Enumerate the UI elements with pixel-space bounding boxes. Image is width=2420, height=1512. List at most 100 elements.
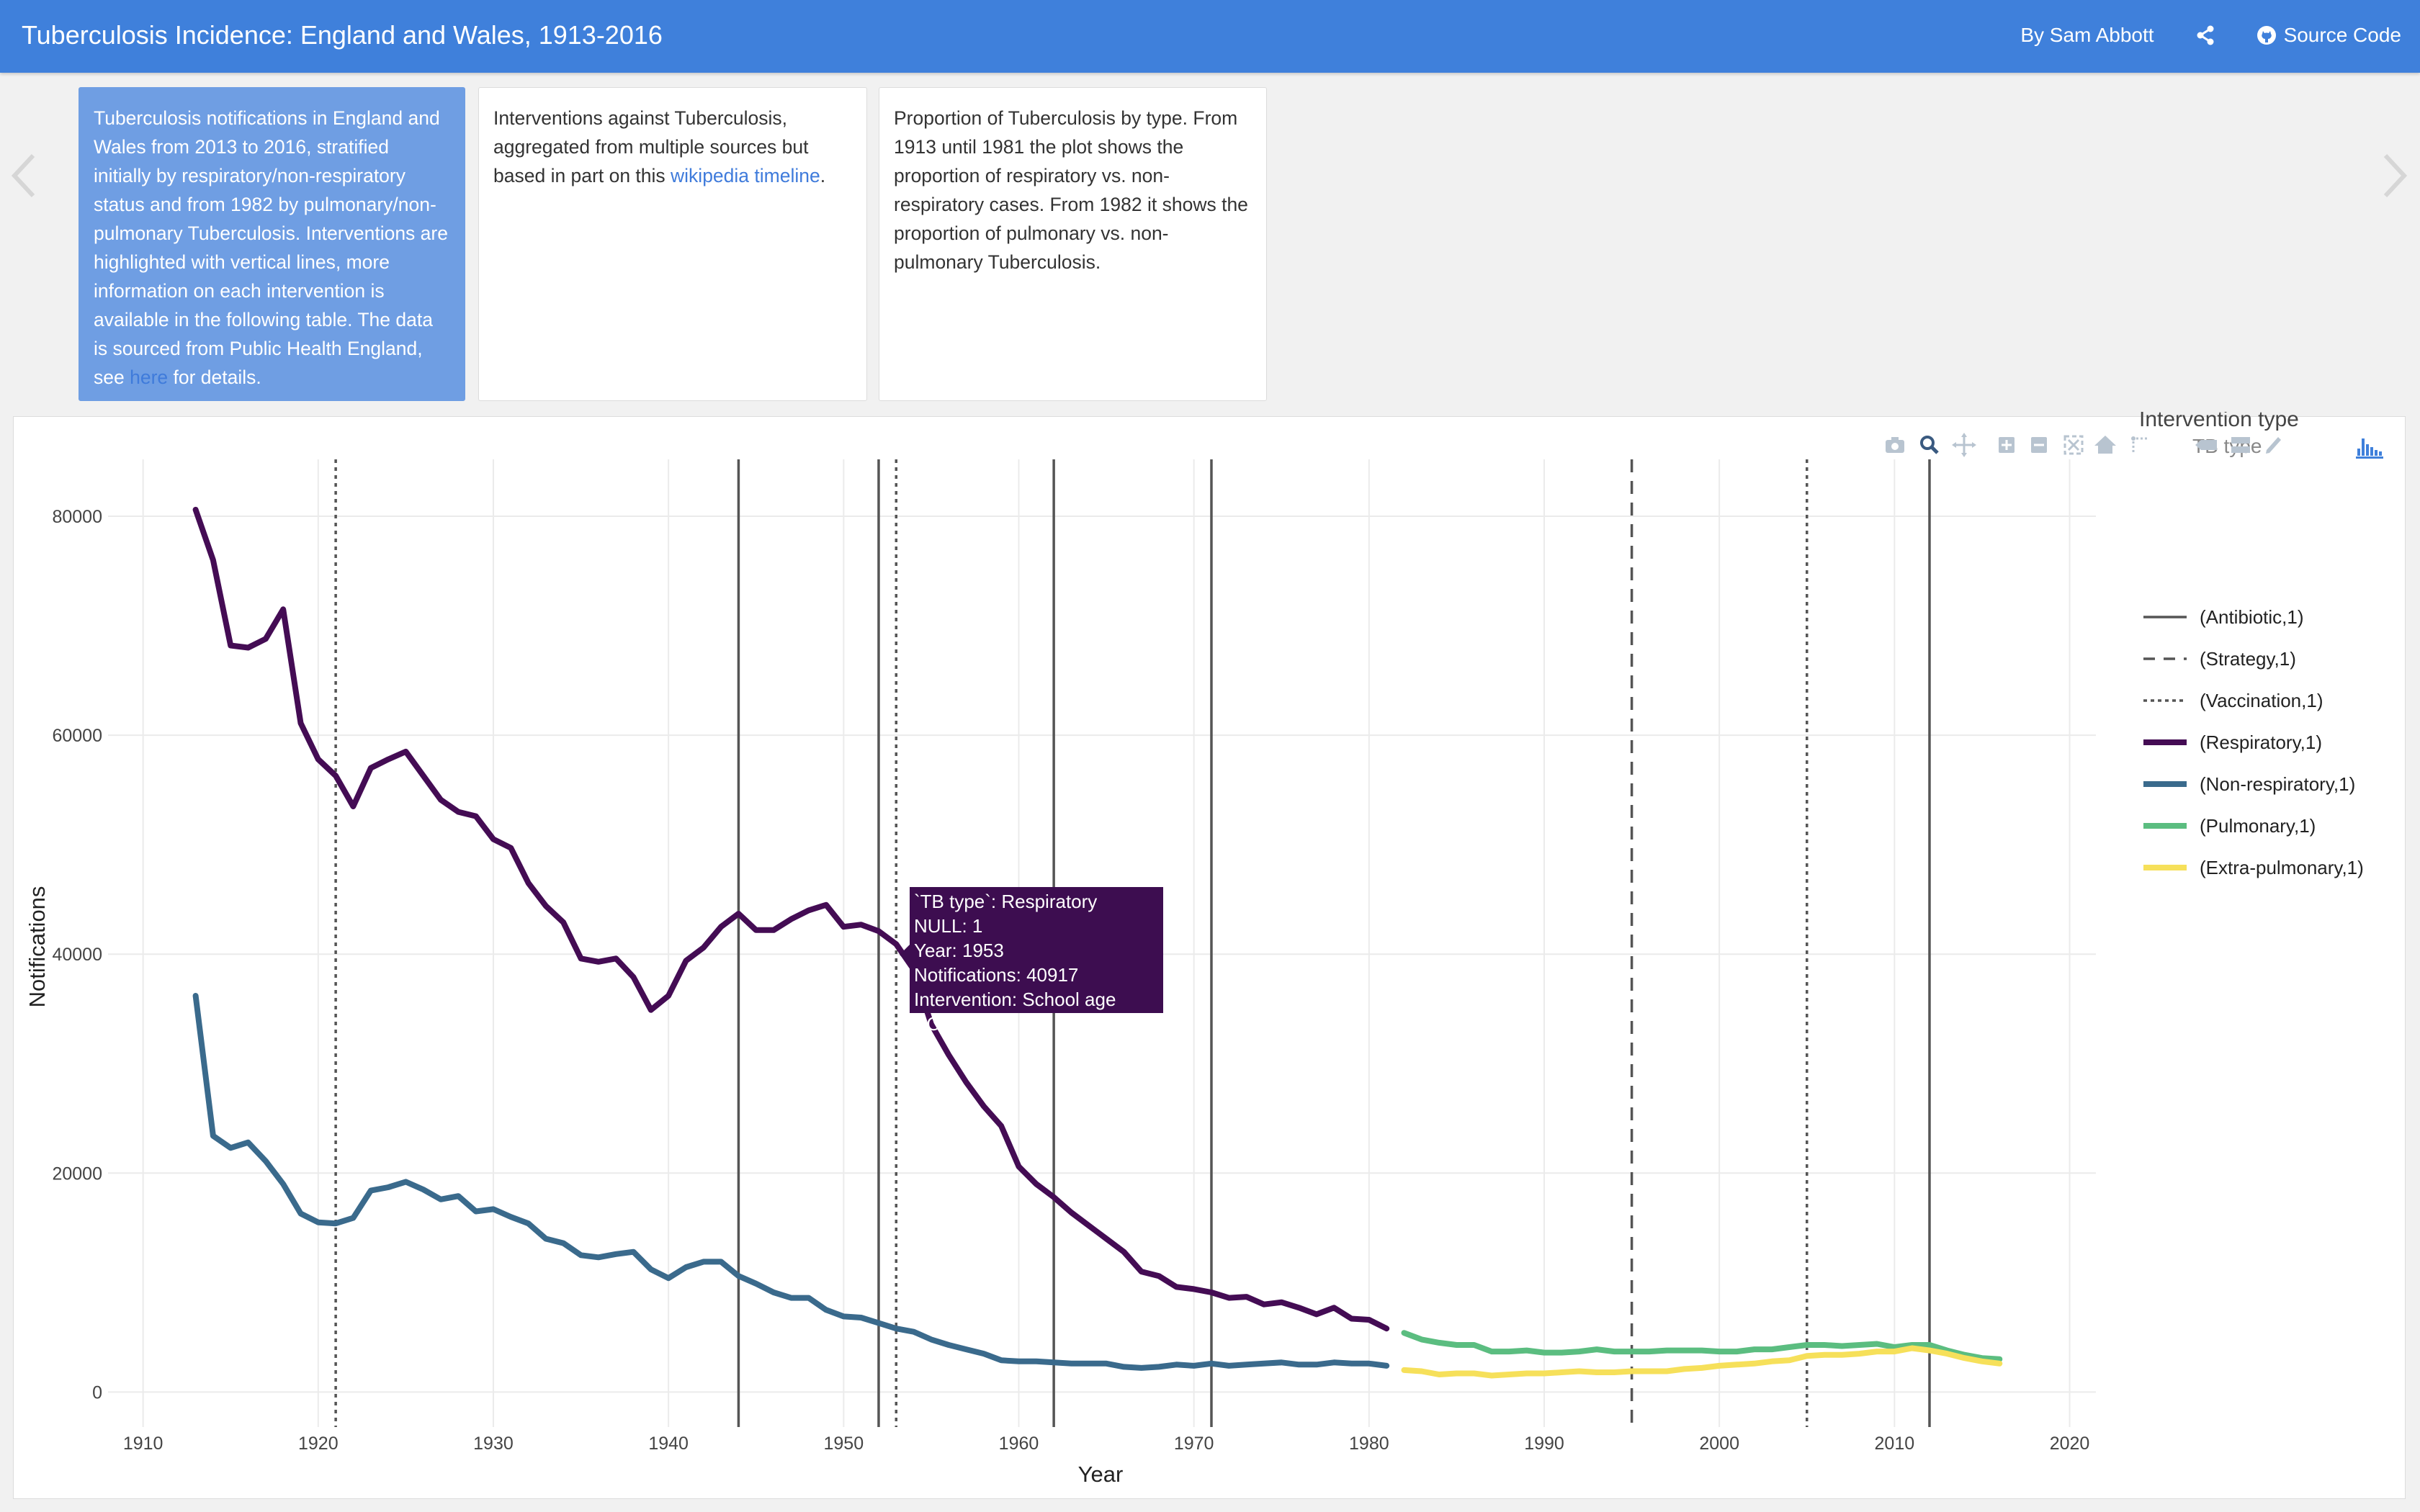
- reset-axes-button[interactable]: [2090, 428, 2120, 462]
- legend-label: (Strategy,1): [2200, 647, 2296, 670]
- legend-item[interactable]: (Strategy,1): [2139, 638, 2364, 680]
- pan-button[interactable]: [1949, 428, 1979, 462]
- legend-item[interactable]: (Vaccination,1): [2139, 680, 2364, 721]
- x-tick-label: 2010: [1875, 1434, 1915, 1454]
- legend-label: (Respiratory,1): [2200, 731, 2323, 753]
- legend-item[interactable]: (Respiratory,1): [2139, 721, 2364, 763]
- tooltip-line: NULL: 1: [914, 915, 983, 937]
- x-axis-title: Year: [1078, 1462, 1124, 1487]
- y-tick-label: 60000: [52, 726, 102, 746]
- legend-item[interactable]: (Antibiotic,1): [2139, 596, 2364, 638]
- zoom-out-icon: [2024, 437, 2054, 464]
- app-title: Tuberculosis Incidence: England and Wale…: [22, 20, 663, 50]
- card-text: Tuberculosis notifications in England an…: [94, 107, 448, 388]
- hover-closest-icon: [2191, 440, 2221, 464]
- chevron-left-icon: [10, 153, 39, 202]
- chart-panel: [13, 416, 2406, 1499]
- card-text: Interventions against Tuberculosis, aggr…: [493, 107, 809, 186]
- legend-swatch: [2139, 817, 2191, 834]
- autoscale-icon: [2058, 435, 2089, 464]
- chart-legend: (Antibiotic,1) (Strategy,1) (Vaccination,1…: [2139, 596, 2364, 888]
- info-card-interventions[interactable]: Interventions against Tuberculosis, aggr…: [478, 87, 867, 401]
- navbar: Tuberculosis Incidence: England and Wale…: [0, 0, 2420, 73]
- x-tick-label: 1910: [123, 1434, 163, 1454]
- share-button[interactable]: [2196, 25, 2215, 45]
- here-link[interactable]: here: [130, 366, 169, 388]
- series-line-non-respiratory: [192, 993, 1390, 1371]
- legend-label: (Extra-pulmonary,1): [2200, 856, 2364, 878]
- y-tick-label: 80000: [52, 507, 102, 527]
- x-tick-label: 1990: [1524, 1434, 1564, 1454]
- zoom-icon: [1914, 436, 1945, 464]
- legend-title-text: Intervention type: [2139, 412, 2299, 431]
- legend-label: (Antibiotic,1): [2200, 606, 2304, 628]
- zoom-button[interactable]: [1914, 428, 1945, 462]
- zoom-out-button[interactable]: [2024, 428, 2054, 462]
- zoom-in-icon: [1991, 437, 2022, 464]
- wikipedia-timeline-link[interactable]: wikipedia timeline: [671, 165, 820, 186]
- legend-swatch: [2139, 650, 2191, 667]
- nav-actions: By Sam Abbott Source Code: [1978, 24, 2401, 47]
- zoom-in-button[interactable]: [1991, 428, 2022, 462]
- tooltip-line: Intervention: School age BCG: [914, 989, 1116, 1035]
- share-icon: [2196, 25, 2215, 45]
- camera-icon: [1880, 437, 1910, 464]
- chevron-right-icon: [2380, 153, 2408, 202]
- x-tick-label: 1980: [1349, 1434, 1389, 1454]
- x-tick-label: 2020: [2050, 1434, 2090, 1454]
- legend-label: (Pulmonary,1): [2200, 814, 2316, 837]
- toggle-spike-button[interactable]: [2258, 428, 2288, 462]
- tooltip-line: Notifications: 40917: [914, 964, 1079, 986]
- x-tick-label: 1940: [648, 1434, 689, 1454]
- legend-label: (Non-respiratory,1): [2200, 773, 2356, 795]
- x-tick-label: 1960: [999, 1434, 1039, 1454]
- legend-label: (Vaccination,1): [2200, 689, 2323, 711]
- y-tick-label: 0: [92, 1382, 102, 1403]
- legend-item[interactable]: (Pulmonary,1): [2139, 805, 2364, 847]
- series-line-extra-pulmonary: [1401, 1345, 2003, 1379]
- tooltip-arrow: [900, 945, 910, 965]
- carousel-next-button[interactable]: [2380, 153, 2408, 202]
- y-tick-label: 20000: [52, 1164, 102, 1184]
- source-code-label: Source Code: [2283, 24, 2401, 46]
- hover-closest-button[interactable]: [2191, 428, 2221, 462]
- card-text: Proportion of Tuberculosis by type. From…: [894, 107, 1248, 273]
- reset-axes-icon: [2090, 436, 2120, 464]
- tooltip-line: `TB type`: Respiratory: [914, 891, 1098, 912]
- card-text-end: for details.: [168, 366, 261, 388]
- x-tick-label: 1950: [824, 1434, 864, 1454]
- plotly-logo-link[interactable]: [2353, 428, 2383, 462]
- legend-swatch: [2139, 692, 2191, 709]
- edit-icon: [2258, 437, 2288, 464]
- spike-lines-icon: [2125, 436, 2155, 464]
- hover-tooltip: `TB type`: Respiratory NULL: 1 Year: 195…: [900, 887, 1163, 1035]
- tooltip-line: Year: 1953: [914, 940, 1004, 961]
- github-icon: [2257, 25, 2277, 45]
- card-text-end: .: [820, 165, 826, 186]
- series-line-pulmonary: [1401, 1330, 2003, 1362]
- info-card-description[interactable]: Tuberculosis notifications in England an…: [79, 87, 465, 401]
- legend-swatch: [2139, 775, 2191, 793]
- x-tick-label: 1930: [473, 1434, 514, 1454]
- plotly-logo-icon: [2353, 438, 2386, 464]
- x-tick-label: 1920: [298, 1434, 339, 1454]
- spike-lines-button[interactable]: [2125, 428, 2155, 462]
- autoscale-button[interactable]: [2058, 428, 2089, 462]
- author-label: By Sam Abbott: [2020, 24, 2154, 46]
- hover-compare-button[interactable]: [2226, 428, 2256, 462]
- legend-item[interactable]: (Extra-pulmonary,1): [2139, 847, 2364, 888]
- series-line-respiratory: [192, 506, 1390, 1332]
- download-plot-button[interactable]: [1880, 428, 1910, 462]
- carousel-prev-button[interactable]: [10, 153, 39, 202]
- y-axis-title: Notifications: [24, 886, 50, 1008]
- hover-compare-icon: [2226, 437, 2256, 464]
- x-tick-label: 1970: [1174, 1434, 1214, 1454]
- pan-icon: [1949, 433, 1979, 464]
- y-tick-label: 40000: [52, 945, 102, 965]
- info-card-proportion[interactable]: Proportion of Tuberculosis by type. From…: [879, 87, 1267, 401]
- legend-swatch: [2139, 859, 2191, 876]
- author-link[interactable]: By Sam Abbott: [2020, 24, 2154, 47]
- source-code-link[interactable]: Source Code: [2257, 24, 2401, 47]
- legend-item[interactable]: (Non-respiratory,1): [2139, 763, 2364, 805]
